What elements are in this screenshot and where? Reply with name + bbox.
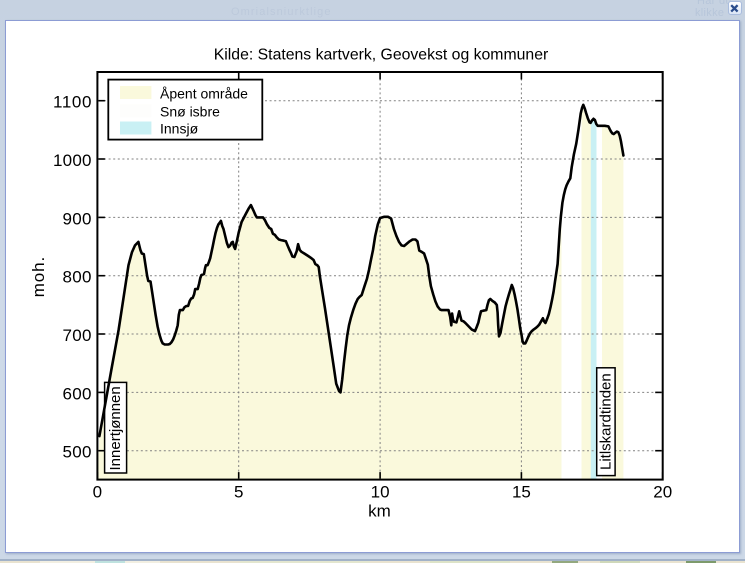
- svg-text:Kilde: Statens kartverk, Geove: Kilde: Statens kartverk, Geovekst og kom…: [214, 47, 549, 64]
- svg-text:Innsjø: Innsjø: [160, 121, 199, 137]
- svg-text:1100: 1100: [53, 93, 92, 112]
- svg-text:600: 600: [63, 384, 92, 403]
- svg-text:900: 900: [63, 209, 92, 228]
- svg-text:Åpent område: Åpent område: [160, 86, 248, 102]
- svg-text:Snø isbre: Snø isbre: [160, 104, 220, 120]
- svg-text:Innertjønnen: Innertjønnen: [107, 386, 124, 470]
- svg-text:10: 10: [371, 483, 390, 502]
- svg-text:15: 15: [512, 483, 531, 502]
- svg-text:20: 20: [653, 483, 672, 502]
- svg-text:moh.: moh.: [29, 257, 48, 298]
- svg-text:800: 800: [63, 268, 92, 287]
- svg-text:700: 700: [63, 326, 92, 345]
- svg-text:1000: 1000: [53, 151, 92, 170]
- svg-text:km: km: [368, 502, 391, 521]
- svg-text:500: 500: [63, 443, 92, 462]
- svg-text:0: 0: [93, 483, 102, 502]
- svg-text:5: 5: [234, 483, 243, 502]
- svg-text:Litlskardtinden: Litlskardtinden: [597, 373, 614, 470]
